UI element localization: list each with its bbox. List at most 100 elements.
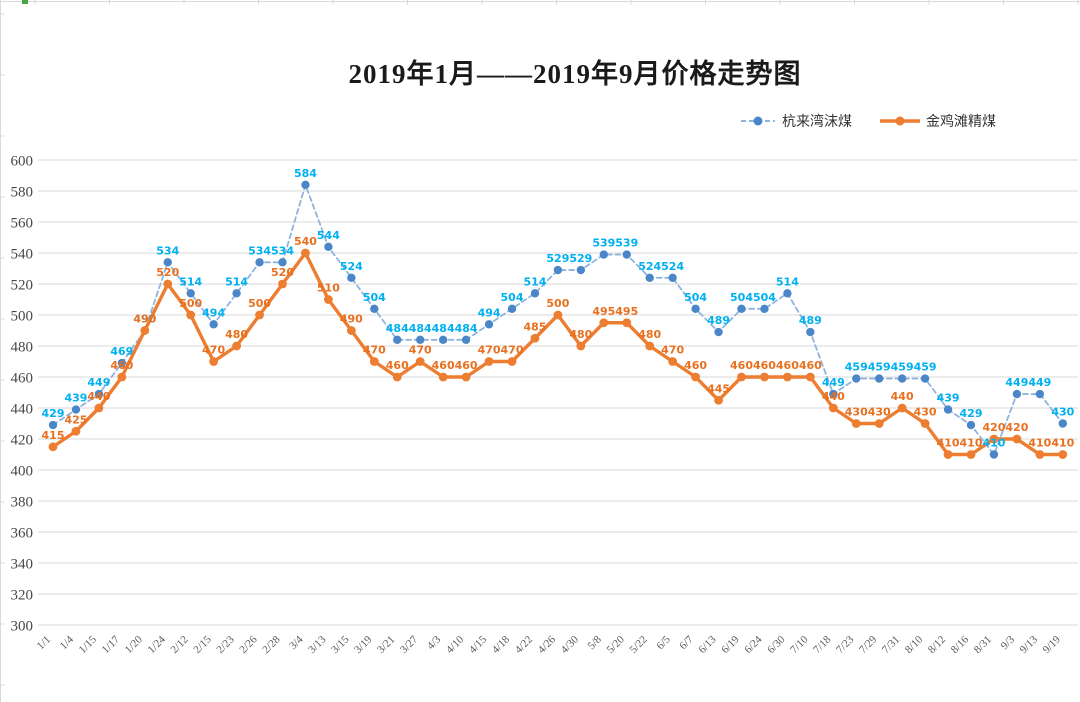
svg-text:6/30: 6/30 [765,633,788,656]
svg-text:425: 425 [64,413,87,426]
svg-text:490: 490 [133,313,156,326]
svg-text:420: 420 [11,433,34,449]
svg-text:524: 524 [661,260,684,273]
svg-text:7/23: 7/23 [834,633,857,656]
svg-text:470: 470 [363,344,386,357]
svg-text:5/8: 5/8 [585,633,604,652]
svg-text:7/29: 7/29 [857,633,880,656]
svg-text:580: 580 [11,185,34,201]
svg-text:524: 524 [638,260,661,273]
svg-text:430: 430 [1051,406,1074,419]
svg-text:539: 539 [592,237,615,250]
svg-text:504: 504 [684,291,707,304]
svg-text:480: 480 [225,328,248,341]
svg-text:484: 484 [432,322,455,335]
svg-text:6/5: 6/5 [654,633,673,652]
legend-item-jinjitan-coal: 金鸡滩精煤 [880,111,996,131]
gridlines [38,159,1078,626]
svg-text:1/24: 1/24 [146,633,169,656]
svg-text:459: 459 [891,361,914,374]
svg-text:3/15: 3/15 [329,633,352,656]
svg-text:480: 480 [569,328,592,341]
svg-text:410: 410 [937,437,960,450]
svg-text:410: 410 [982,437,1005,450]
svg-text:1/1: 1/1 [35,634,53,652]
svg-text:460: 460 [455,359,478,372]
svg-text:480: 480 [638,328,661,341]
svg-text:7/18: 7/18 [811,633,834,656]
svg-text:560: 560 [11,216,34,232]
svg-text:584: 584 [294,167,317,180]
svg-text:1/20: 1/20 [123,633,146,656]
svg-text:9/19: 9/19 [1041,633,1064,656]
svg-text:410: 410 [960,437,983,450]
svg-text:4/26: 4/26 [536,633,559,656]
svg-text:2/15: 2/15 [191,633,214,656]
svg-text:429: 429 [42,407,65,420]
svg-text:439: 439 [937,392,960,405]
svg-text:490: 490 [340,313,363,326]
svg-text:3/27: 3/27 [398,633,421,656]
svg-text:485: 485 [523,320,546,333]
svg-text:420: 420 [982,421,1005,434]
svg-text:7/31: 7/31 [880,634,902,656]
svg-text:320: 320 [11,588,34,604]
svg-text:1/15: 1/15 [77,633,100,656]
svg-text:410: 410 [1028,437,1051,450]
svg-text:4/22: 4/22 [513,634,535,656]
svg-text:439: 439 [64,392,87,405]
x-axis-labels: 1/1 1/4 1/15 1/17 1/20 1/24 2/12 2/15 2/23 2/26 2/… [35,633,1064,656]
svg-text:514: 514 [776,275,799,288]
svg-text:4/15: 4/15 [467,633,490,656]
svg-text:544: 544 [317,229,340,242]
svg-text:470: 470 [202,344,225,357]
svg-text:8/31: 8/31 [972,634,994,656]
svg-text:2/23: 2/23 [214,633,237,656]
svg-text:300: 300 [11,619,34,635]
svg-text:534: 534 [271,244,294,257]
svg-text:484: 484 [409,322,432,335]
svg-text:540: 540 [11,247,34,263]
series-hanglaiwan-line [48,180,1068,459]
svg-text:9/3: 9/3 [999,633,1018,652]
svg-text:6/13: 6/13 [696,633,719,656]
svg-text:2/12: 2/12 [169,634,191,656]
svg-text:489: 489 [707,314,730,327]
svg-text:1/4: 1/4 [58,633,77,652]
series-jinjitan-line [48,248,1068,459]
svg-text:8/10: 8/10 [903,633,926,656]
svg-text:494: 494 [202,306,225,319]
svg-text:460: 460 [11,371,34,387]
svg-text:5/22: 5/22 [628,634,650,656]
svg-text:500: 500 [179,297,202,310]
svg-text:470: 470 [661,344,684,357]
svg-text:469: 469 [110,345,133,358]
svg-text:470: 470 [501,344,524,357]
svg-text:500: 500 [546,297,569,310]
svg-text:514: 514 [179,275,202,288]
svg-text:524: 524 [340,260,363,273]
svg-text:9/13: 9/13 [1018,633,1041,656]
svg-text:470: 470 [478,344,501,357]
svg-text:3/4: 3/4 [287,633,306,652]
svg-text:440: 440 [822,390,845,403]
svg-text:3/19: 3/19 [352,633,375,656]
svg-text:494: 494 [478,306,501,319]
svg-text:490: 490 [133,313,156,326]
svg-text:510: 510 [317,282,340,295]
svg-text:440: 440 [11,402,34,418]
svg-text:540: 540 [294,235,317,248]
dashed-line-dot-marker-icon [741,116,775,126]
svg-text:2/28: 2/28 [260,633,283,656]
svg-text:529: 529 [546,252,569,265]
svg-text:4/18: 4/18 [490,633,513,656]
svg-text:484: 484 [455,322,478,335]
svg-text:7/10: 7/10 [788,633,811,656]
svg-text:520: 520 [271,266,294,279]
svg-text:600: 600 [11,154,34,170]
svg-text:430: 430 [845,406,868,419]
svg-text:460: 460 [432,359,455,372]
svg-text:460: 460 [776,359,799,372]
